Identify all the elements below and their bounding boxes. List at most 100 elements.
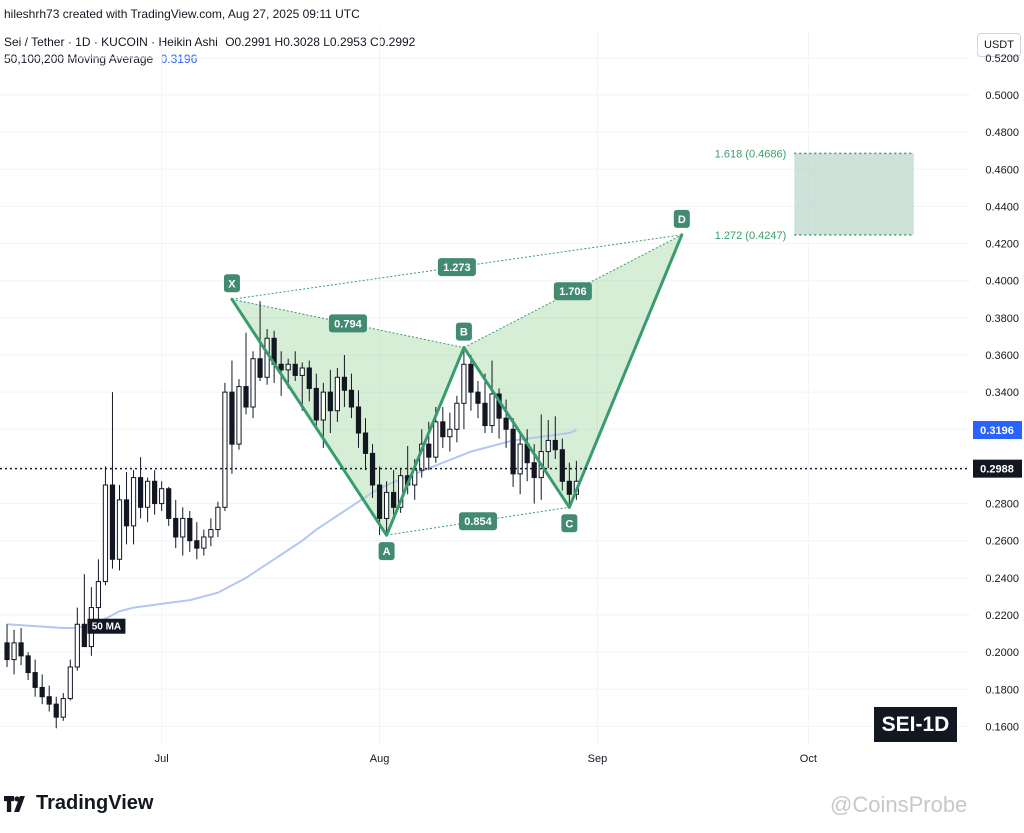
- candle-body: [187, 517, 193, 542]
- candle-body: [383, 491, 390, 519]
- tradingview-brand: TradingView: [36, 792, 154, 814]
- candle-body: [566, 480, 572, 495]
- pattern-fill-bcd: [463, 234, 682, 508]
- candle-body: [166, 488, 172, 519]
- candle-body: [334, 376, 341, 412]
- x-tick-label: Oct: [800, 753, 817, 765]
- candle-body: [278, 363, 284, 371]
- ohlc-values: O0.2991 H0.3028 L0.2953 C0.2992: [225, 35, 416, 49]
- candle-body: [461, 363, 467, 404]
- candle-body: [201, 536, 207, 549]
- y-tick-label: 0.2800: [985, 499, 1019, 511]
- candle-body: [257, 358, 263, 378]
- x-tick-label: Sep: [588, 753, 608, 765]
- candle-body: [531, 462, 537, 479]
- candle-body: [468, 363, 474, 393]
- candle-body: [482, 402, 488, 427]
- point-label: A: [383, 546, 391, 558]
- point-label: C: [565, 518, 573, 530]
- y-tick-label: 0.4800: [985, 127, 1019, 139]
- y-tick-label: 0.3400: [985, 387, 1019, 399]
- candle-body: [475, 391, 481, 404]
- ratio-label-bg: [328, 314, 367, 333]
- candle-body: [137, 477, 144, 508]
- ma-value: 0.3196: [160, 52, 198, 66]
- pattern-leg: [567, 233, 684, 509]
- candle-body: [215, 506, 221, 531]
- ratio-label: 0.794: [334, 318, 362, 330]
- candle-body: [341, 376, 348, 391]
- candle-body: [102, 484, 109, 583]
- chart-credit: hileshrh73 created with TradingView.com,…: [4, 7, 360, 21]
- point-label-bg: [561, 514, 578, 533]
- candle-body: [454, 402, 460, 430]
- candle-body: [173, 517, 179, 538]
- ratio-label: 0.854: [464, 516, 492, 528]
- candle-body: [53, 703, 59, 718]
- candle-body: [292, 363, 298, 376]
- target-lower-label: 1.272 (0.4247): [715, 230, 787, 242]
- y-tick-label: 0.5200: [985, 53, 1019, 65]
- y-tick-label: 0.3800: [985, 313, 1019, 325]
- candle-body: [447, 428, 453, 438]
- symbol-badge: SEI-1D: [874, 707, 957, 742]
- currency-button[interactable]: USDT: [977, 33, 1021, 57]
- moving-average-legend: 50,100,200 Moving Average 0.3196: [4, 52, 197, 66]
- candle-body: [236, 386, 242, 445]
- candle-body: [376, 484, 383, 519]
- y-tick-label: 0.4000: [985, 276, 1019, 288]
- ma-price-tag: 0.3196: [980, 425, 1014, 437]
- candle-body: [11, 642, 17, 661]
- candle-body: [440, 421, 446, 438]
- candle-body: [362, 432, 369, 454]
- ma-price-tag-bg: [973, 421, 1022, 440]
- price-chart[interactable]: 0.5200 0.5000 0.4800 0.4600 0.4400 0.4200 0.40…: [0, 0, 1024, 790]
- candle-body: [60, 698, 66, 718]
- point-label: B: [460, 327, 468, 339]
- y-tick-label: 0.4200: [985, 239, 1019, 251]
- candle-body: [229, 391, 235, 445]
- candle-body: [327, 391, 333, 412]
- point-label: D: [678, 214, 686, 226]
- candle-body: [194, 540, 200, 549]
- candle-body: [46, 696, 52, 705]
- ma-tag-label: 50 MA: [92, 622, 121, 633]
- y-tick-label: 0.4400: [985, 201, 1019, 213]
- y-tick-label: 0.4600: [985, 164, 1019, 176]
- tradingview-logo: TradingView: [4, 792, 153, 815]
- candle-body: [18, 642, 24, 657]
- candle-body: [426, 443, 432, 458]
- symbol-info: Sei / Tether · 1D · KUCOIN · Heikin Ashi…: [4, 35, 415, 49]
- candle-body: [4, 642, 10, 661]
- candle-body: [159, 488, 165, 505]
- x-tick-label: Aug: [370, 753, 390, 765]
- y-tick-label: 0.1600: [985, 721, 1019, 733]
- point-label: X: [228, 278, 236, 290]
- candle-body: [145, 480, 151, 508]
- ma-tag-bg: [87, 618, 126, 634]
- candle-body: [116, 499, 123, 560]
- candle-body: [250, 358, 256, 408]
- ratio-label: 1.706: [559, 286, 587, 298]
- candle-body: [123, 499, 130, 527]
- candle-body: [545, 439, 551, 453]
- moving-average-line: [6, 429, 577, 629]
- candle-body: [313, 387, 319, 421]
- pattern-leg: [230, 297, 389, 537]
- candle-body: [95, 581, 102, 609]
- candle-body: [74, 623, 80, 668]
- pattern-leg: [462, 346, 571, 509]
- candle-body: [398, 475, 404, 508]
- target-upper-label: 1.618 (0.4686): [715, 148, 787, 160]
- candle-body: [517, 443, 523, 475]
- candle-body: [299, 367, 305, 376]
- ratio-label-bg: [437, 258, 476, 277]
- y-tick-label: 0.2000: [985, 647, 1019, 659]
- coinsprobe-watermark: @CoinsProbe: [830, 792, 968, 817]
- y-tick-label: 0.1800: [985, 684, 1019, 696]
- candle-body: [503, 417, 509, 430]
- candle-body: [285, 363, 291, 371]
- target-zone: [794, 153, 914, 235]
- candle-body: [180, 517, 186, 538]
- point-label-bg: [455, 322, 472, 341]
